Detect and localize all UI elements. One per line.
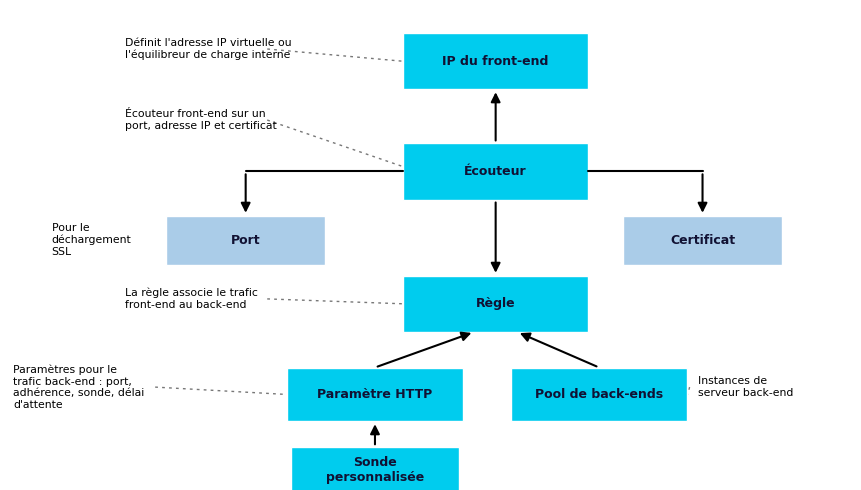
Text: Port: Port <box>231 234 260 246</box>
FancyBboxPatch shape <box>402 275 587 332</box>
FancyBboxPatch shape <box>510 368 686 421</box>
Text: La règle associe le trafic
front-end au back-end: La règle associe le trafic front-end au … <box>125 288 257 310</box>
Text: Règle: Règle <box>475 297 515 310</box>
FancyBboxPatch shape <box>402 143 587 200</box>
Text: Instances de
serveur back-end: Instances de serveur back-end <box>697 376 793 398</box>
FancyBboxPatch shape <box>622 216 782 265</box>
FancyBboxPatch shape <box>291 447 458 490</box>
Text: Pour le
déchargement
SSL: Pour le déchargement SSL <box>52 223 132 257</box>
Text: Écouteur front-end sur un
port, adresse IP et certificat: Écouteur front-end sur un port, adresse … <box>125 109 276 131</box>
Text: IP du front-end: IP du front-end <box>442 55 548 68</box>
Text: Paramètres pour le
trafic back-end : port,
adhérence, sonde, délai
d'attente: Paramètres pour le trafic back-end : por… <box>13 365 144 410</box>
FancyBboxPatch shape <box>165 216 325 265</box>
Text: Certificat: Certificat <box>669 234 734 246</box>
FancyBboxPatch shape <box>402 33 587 89</box>
FancyBboxPatch shape <box>286 368 463 421</box>
Text: Sonde
personnalisée: Sonde personnalisée <box>325 456 424 485</box>
Text: Définit l'adresse IP virtuelle ou
l'équilibreur de charge interne: Définit l'adresse IP virtuelle ou l'équi… <box>125 38 291 60</box>
Text: Paramètre HTTP: Paramètre HTTP <box>317 388 432 401</box>
Text: Pool de back-ends: Pool de back-ends <box>535 388 662 401</box>
Text: Écouteur: Écouteur <box>464 165 526 178</box>
